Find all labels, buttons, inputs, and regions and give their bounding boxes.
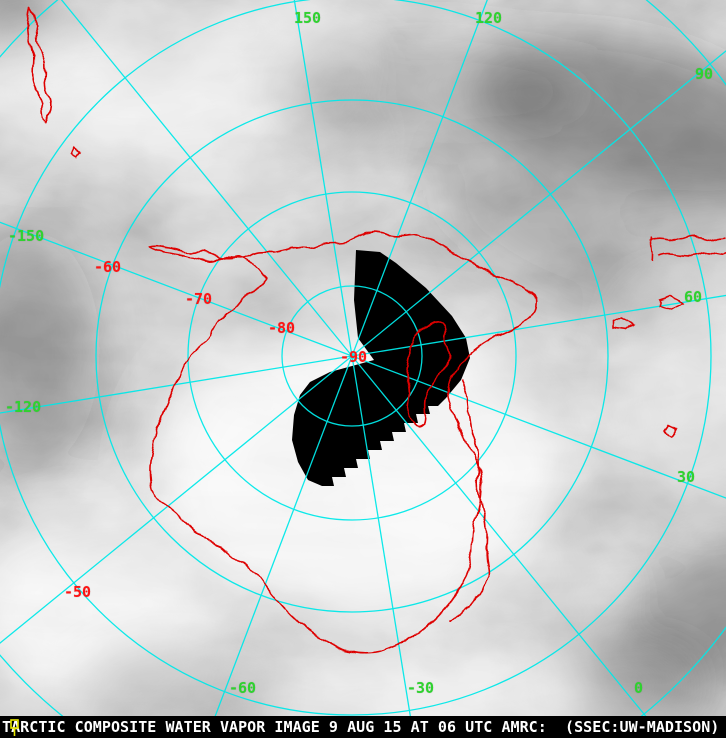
caption-bar: TARCTIC COMPOSITE WATER VAPOR IMAGE 9 AU… xyxy=(0,716,726,738)
meridian-line xyxy=(351,0,488,357)
coastline-ross-interior xyxy=(406,321,450,428)
meridian-line xyxy=(351,294,726,357)
meridian-line xyxy=(351,355,411,716)
satellite-imagery xyxy=(0,0,726,716)
island-speck xyxy=(659,295,684,311)
graticule xyxy=(0,0,726,716)
island-speck xyxy=(611,317,634,331)
station-marker-icon xyxy=(10,719,19,736)
coastline-antarctica xyxy=(149,230,537,655)
cloud-streak-texture xyxy=(0,0,726,716)
parallel-circle xyxy=(187,191,517,521)
meridian-line xyxy=(0,355,353,644)
meridian-line xyxy=(0,221,353,357)
meridian-line xyxy=(0,355,353,414)
parallel-circle xyxy=(0,0,712,716)
coastline-new-zealand xyxy=(26,7,53,121)
caption-text: TARCTIC COMPOSITE WATER VAPOR IMAGE 9 AU… xyxy=(2,718,720,736)
missing-data-sector xyxy=(292,250,470,486)
meridian-line xyxy=(351,355,647,716)
coastline-right-edge-1 xyxy=(649,235,726,242)
parallel-circle xyxy=(281,285,423,427)
meridian-line xyxy=(214,355,353,716)
parallel-circle xyxy=(95,99,609,613)
coastline-victoria-spur xyxy=(449,379,490,623)
meridian-line xyxy=(351,355,726,499)
island-speck xyxy=(662,424,678,438)
meridian-line xyxy=(60,0,353,357)
meridian-line xyxy=(293,0,353,357)
water-vapor-image xyxy=(0,0,726,716)
coastline-right-edge-2 xyxy=(650,235,726,261)
meridian-line xyxy=(351,50,726,357)
island-speck xyxy=(69,146,82,159)
island-specks xyxy=(69,146,684,438)
coastlines xyxy=(26,7,726,655)
